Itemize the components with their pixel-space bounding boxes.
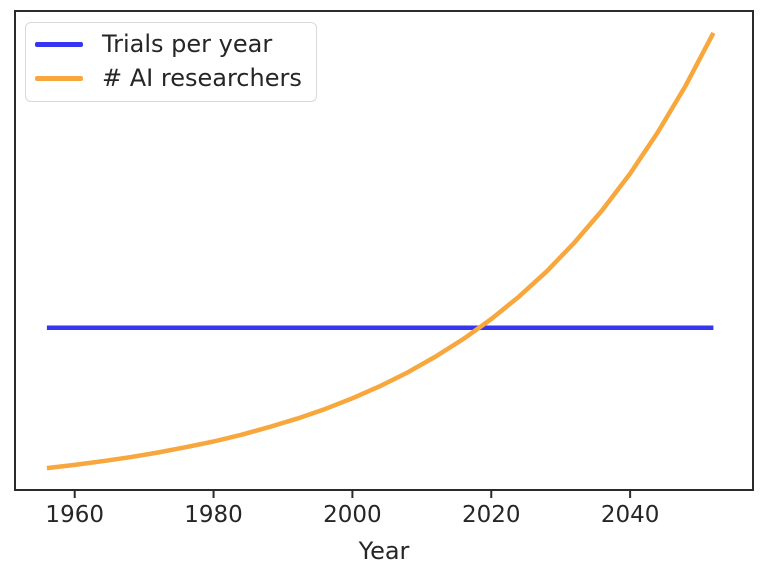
legend-label-trials-per-year: Trials per year [102, 30, 273, 59]
x-tick-label-1960: 1960 [45, 502, 104, 528]
legend-line-swatch-blue [35, 42, 83, 47]
ai-researchers-line [46, 31, 716, 471]
legend-item-trials-per-year: Trials per year [35, 29, 302, 60]
axes-frame [14, 10, 754, 491]
legend-item-ai-researchers: # AI researchers [35, 63, 302, 94]
legend: Trials per year # AI researchers [25, 22, 317, 102]
x-tick-label-2040: 2040 [600, 502, 660, 528]
x-tick-label-2020: 2020 [461, 502, 521, 528]
x-tick-label-1980: 1980 [184, 502, 243, 528]
legend-label-ai-researchers: # AI researchers [102, 64, 302, 93]
x-tick-label-2000: 2000 [323, 502, 382, 528]
legend-line-swatch-orange [35, 76, 83, 81]
x-axis-label: Year [358, 537, 410, 565]
